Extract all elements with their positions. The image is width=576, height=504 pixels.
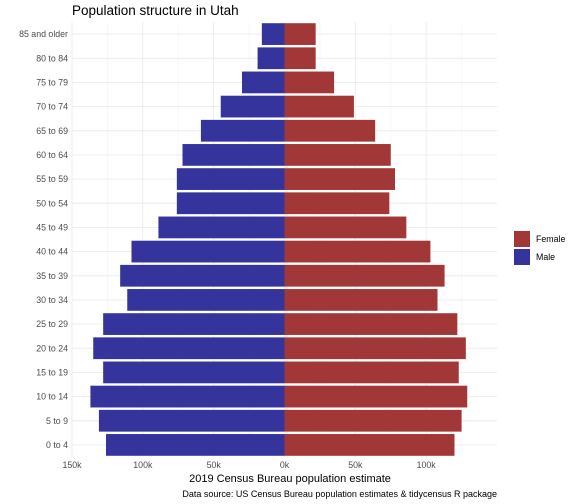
y-tick-label: 30 to 34	[36, 295, 68, 305]
bar-female-60-to-64	[284, 144, 391, 166]
chart-title: Population structure in Utah	[72, 3, 239, 18]
bar-female-65-to-69	[284, 119, 376, 142]
bar-female-20-to-24	[284, 337, 466, 360]
legend-label-female: Female	[536, 234, 565, 244]
y-tick-label: 10 to 14	[36, 392, 68, 402]
y-tick-label: 35 to 39	[36, 271, 68, 281]
x-axis-tick-labels: 150k 100k 50k 0k 50k 100k	[62, 460, 436, 470]
bar-male-20-to-24	[93, 337, 285, 360]
x-tick-label: 100k	[133, 460, 153, 470]
bar-male-55-to-59	[176, 168, 285, 190]
x-tick-label: 50k	[207, 460, 222, 470]
bar-female-75-to-79	[284, 71, 335, 94]
y-tick-label: 50 to 54	[36, 198, 68, 208]
y-tick-label: 65 to 69	[36, 126, 68, 136]
bar-female-15-to-19	[284, 361, 459, 384]
bar-male-45-to-49	[158, 216, 285, 239]
bar-female-85-and-older	[284, 23, 316, 45]
bar-female-30-to-34	[284, 289, 438, 311]
bars	[90, 23, 468, 456]
bar-female-10-to-14	[284, 385, 468, 408]
x-tick-label: 150k	[62, 460, 82, 470]
y-tick-label: 70 to 74	[36, 102, 68, 112]
bar-female-5-to-9	[284, 409, 462, 432]
legend-key-male	[514, 249, 530, 265]
x-tick-label: 100k	[417, 460, 437, 470]
bar-female-25-to-29	[284, 313, 458, 335]
bar-female-50-to-54	[284, 192, 390, 215]
y-tick-label: 40 to 44	[36, 247, 68, 257]
y-tick-label: 15 to 19	[36, 367, 68, 377]
bar-female-45-to-49	[284, 216, 407, 239]
bar-female-0-to-4	[284, 434, 455, 456]
bar-male-75-to-79	[242, 71, 285, 94]
bar-male-50-to-54	[176, 192, 285, 215]
y-tick-label: 25 to 29	[36, 319, 68, 329]
bar-male-25-to-29	[103, 313, 285, 335]
y-tick-label: 55 to 59	[36, 174, 68, 184]
bar-female-70-to-74	[284, 95, 354, 118]
bar-male-5-to-9	[98, 409, 285, 432]
legend-key-female	[514, 231, 530, 247]
bar-male-0-to-4	[106, 434, 285, 456]
bar-male-10-to-14	[90, 385, 285, 408]
x-tick-label: 0k	[280, 460, 290, 470]
legend: Female Male	[514, 231, 565, 265]
y-tick-label: 20 to 24	[36, 343, 68, 353]
bar-male-40-to-44	[131, 240, 285, 263]
y-tick-label: 0 to 4	[46, 440, 68, 450]
y-tick-label: 75 to 79	[36, 77, 68, 87]
y-tick-label: 45 to 49	[36, 222, 68, 232]
bar-male-60-to-64	[182, 144, 285, 166]
y-tick-label: 5 to 9	[46, 416, 68, 426]
caption: Data source: US Census Bureau population…	[182, 489, 497, 499]
y-tick-label: 60 to 64	[36, 150, 68, 160]
x-axis-title: 2019 Census Bureau population estimate	[189, 473, 391, 485]
bar-male-80-to-84	[257, 47, 285, 70]
legend-label-male: Male	[536, 252, 555, 262]
bar-male-70-to-74	[220, 95, 285, 118]
bar-male-15-to-19	[103, 361, 285, 384]
y-tick-label: 80 to 84	[36, 53, 68, 63]
y-axis-tick-labels: 0 to 4 5 to 9 10 to 14 15 to 19 20 to 24 25 t…	[19, 29, 68, 450]
y-tick-label: 85 and older	[19, 29, 68, 39]
bar-female-40-to-44	[284, 240, 431, 263]
bar-female-80-to-84	[284, 47, 316, 70]
bar-female-55-to-59	[284, 168, 395, 190]
bar-male-35-to-39	[120, 264, 285, 287]
bar-female-35-to-39	[284, 264, 445, 287]
x-tick-label: 50k	[348, 460, 363, 470]
bar-male-65-to-69	[200, 119, 285, 142]
bar-male-30-to-34	[127, 289, 285, 311]
bar-male-85-and-older	[261, 23, 285, 45]
